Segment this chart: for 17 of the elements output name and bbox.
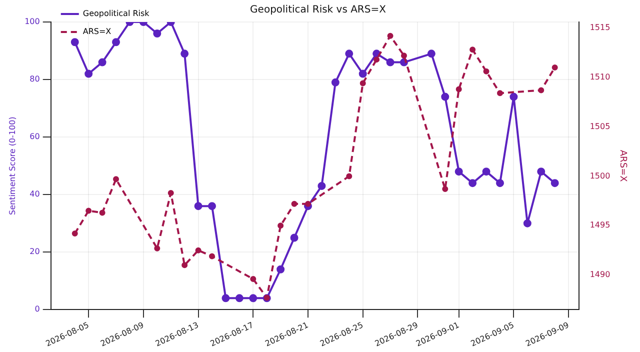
y2-tick-label: 1505 (590, 122, 610, 131)
y-tick-label: 100 (24, 17, 40, 26)
y-tick-label: 60 (30, 132, 40, 142)
legend-label: Geopolitical Risk (82, 9, 150, 18)
y-axis-title: Sentiment Score (0-100) (8, 116, 17, 215)
y2-tick-label: 1495 (590, 220, 610, 230)
y2-tick-label: 1490 (590, 270, 610, 280)
y-tick-label: 20 (30, 247, 40, 256)
y2-tick-label: 1515 (590, 23, 610, 32)
y2-axis-title: ARS=X (617, 150, 628, 182)
y2-tick-label: 1510 (590, 72, 610, 82)
legend-label: ARS=X (82, 27, 112, 36)
y-tick-label: 0 (34, 304, 40, 314)
y-tick-label: 80 (30, 74, 40, 84)
chart-title: Geopolitical Risk vs ARS=X (250, 4, 386, 16)
y2-tick-label: 1500 (590, 171, 610, 180)
y-tick-label: 40 (30, 190, 40, 199)
